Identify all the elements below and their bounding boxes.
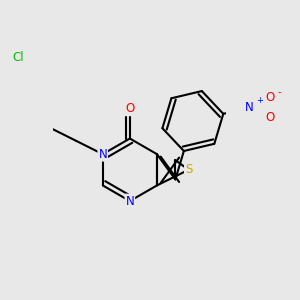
Text: N: N: [125, 195, 134, 208]
Text: -: -: [278, 87, 281, 97]
Text: O: O: [265, 111, 274, 124]
Text: Cl: Cl: [12, 51, 24, 64]
Text: S: S: [185, 163, 192, 176]
Text: O: O: [265, 91, 274, 104]
Text: N: N: [98, 148, 107, 160]
Text: O: O: [125, 102, 134, 115]
Text: N: N: [245, 101, 254, 114]
Text: +: +: [256, 96, 263, 105]
